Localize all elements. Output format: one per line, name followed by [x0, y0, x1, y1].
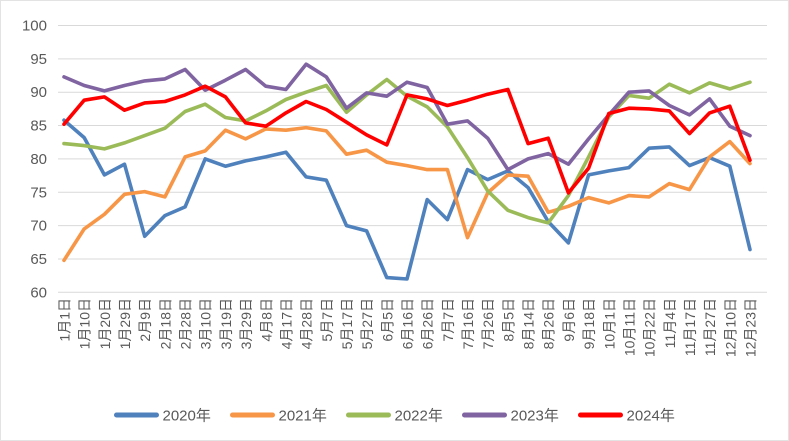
x-tick-label: 11月4日 — [662, 298, 678, 348]
x-tick-label: 12月23日 — [743, 298, 759, 357]
y-tick-label: 85 — [30, 118, 47, 135]
x-tick-label: 5月27日 — [359, 298, 375, 349]
y-tick-label: 60 — [30, 284, 47, 301]
y-tick-label: 100 — [22, 18, 47, 35]
x-tick-label: 3月10日 — [198, 298, 214, 349]
x-tick-label: 6月26日 — [420, 298, 436, 349]
x-tick-label: 5月7日 — [319, 298, 335, 342]
x-tick-label: 7月16日 — [460, 298, 476, 349]
x-tick-label: 10月22日 — [642, 298, 658, 357]
x-tick-label: 11月27日 — [702, 298, 718, 356]
legend-item-2020年: 2020年 — [114, 408, 211, 425]
x-tick-label: 8月14日 — [521, 298, 537, 349]
x-tick-label: 6月5日 — [379, 298, 395, 342]
x-tick-label: 2月9日 — [137, 298, 153, 342]
legend-item-2023年: 2023年 — [462, 408, 559, 425]
x-tick-label: 1月29日 — [117, 298, 133, 349]
y-tick-label: 90 — [30, 84, 47, 101]
legend-item-2024年: 2024年 — [578, 408, 675, 425]
x-tick-label: 8月5日 — [500, 298, 516, 342]
legend: 2020年 2021年 2022年 2023年 2024年 — [114, 408, 675, 425]
x-tick-label: 8月26日 — [541, 298, 557, 349]
legend-label: 2022年 — [395, 408, 443, 425]
x-tick-label: 3月19日 — [218, 298, 234, 349]
x-tick-label: 2月18日 — [157, 298, 173, 349]
gridlines — [58, 25, 767, 293]
x-tick-label: 10月1日 — [601, 298, 617, 349]
x-tick-label: 4月28日 — [299, 298, 315, 349]
x-tick-label: 9月6日 — [561, 298, 577, 342]
y-axis-labels: 60 65 70 75 80 85 90 95 100 — [22, 18, 47, 302]
x-tick-label: 6月16日 — [400, 298, 416, 349]
x-tick-label: 7月26日 — [480, 298, 496, 349]
x-tick-label: 5月17日 — [339, 298, 355, 349]
x-tick-label: 10月11日 — [621, 298, 637, 356]
y-tick-label: 95 — [30, 51, 47, 68]
legend-label: 2020年 — [163, 408, 211, 425]
series-line-2023年 — [62, 62, 752, 172]
x-tick-label: 3月29日 — [238, 298, 254, 349]
x-tick-label: 1月10日 — [77, 298, 93, 349]
x-tick-label: 2月28日 — [178, 298, 194, 349]
x-tick-label: 9月18日 — [581, 298, 597, 349]
x-tick-label: 7月7日 — [440, 298, 456, 342]
x-tick-label: 1月1日 — [57, 298, 73, 342]
y-tick-label: 65 — [30, 251, 47, 268]
legend-item-2021年: 2021年 — [230, 408, 327, 425]
y-tick-label: 70 — [30, 218, 47, 235]
series-line-2024年 — [62, 84, 752, 195]
x-tick-label: 4月17日 — [278, 298, 294, 349]
legend-item-2022年: 2022年 — [346, 408, 443, 425]
series-lines — [62, 62, 752, 281]
x-tick-label: 1月20日 — [97, 298, 113, 349]
series-line-2020年 — [62, 118, 752, 281]
x-axis-labels: 1月1日 1月10日 1月20日 1月29日 2月9日 2月18日 2月28日 3月10日 3月… — [57, 298, 759, 357]
y-tick-label: 75 — [30, 184, 47, 201]
legend-label: 2024年 — [627, 408, 675, 425]
x-tick-label: 12月10日 — [722, 298, 738, 357]
y-tick-label: 80 — [30, 151, 47, 168]
x-tick-label: 11月17日 — [682, 298, 698, 356]
legend-label: 2023年 — [511, 408, 559, 425]
series-line-2021年 — [62, 125, 752, 263]
x-tick-label: 4月8日 — [258, 298, 274, 342]
legend-label: 2021年 — [279, 408, 327, 425]
